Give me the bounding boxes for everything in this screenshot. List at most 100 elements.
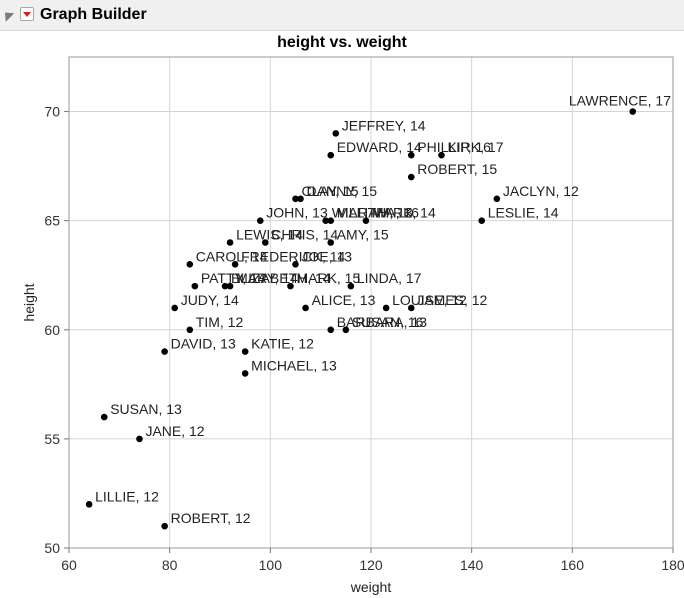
point-label: EDWARD, 14 [337, 139, 422, 155]
x-tick-label: 120 [359, 557, 383, 573]
data-point[interactable] [292, 261, 299, 268]
point-label: PHILLIP, 16 [417, 139, 491, 155]
point-label: MARY, 14 [236, 270, 298, 286]
data-point[interactable] [438, 151, 445, 159]
red-triangle-menu-icon [23, 12, 31, 17]
point-label: JEFFREY, 14 [342, 117, 426, 133]
data-point[interactable] [297, 195, 304, 203]
point-label: FREDERICK, 14 [241, 248, 345, 264]
x-axis-title: weight [350, 579, 392, 595]
data-point[interactable] [407, 173, 415, 181]
point-label: CHRIS, 14 [271, 226, 338, 242]
point-label: AMY, 15 [337, 226, 389, 242]
point-label: JOHN, 13 [266, 205, 328, 221]
point-label: KIRK, 17 [447, 139, 503, 155]
point-label: ALICE, 13 [312, 292, 376, 308]
window-title: Graph Builder [40, 6, 147, 23]
data-point[interactable] [478, 217, 486, 224]
data-point[interactable] [292, 195, 299, 203]
x-tick-label: 180 [661, 557, 684, 573]
data-point[interactable] [100, 413, 108, 421]
point-label: MICHAEL, 13 [251, 357, 337, 373]
y-tick-label: 65 [44, 213, 60, 229]
data-point[interactable] [332, 130, 340, 137]
point-label: JACLYN, 12 [503, 183, 579, 199]
data-point[interactable] [186, 326, 194, 334]
data-point[interactable] [347, 282, 355, 290]
data-point[interactable] [171, 304, 178, 312]
point-label: ELIZABETH, 14 [231, 270, 331, 286]
point-label: MARTHA, 16 [337, 205, 419, 221]
data-point[interactable] [493, 195, 501, 203]
point-label: JAMES, 12 [417, 292, 487, 308]
point-label: JANE, 12 [145, 423, 204, 439]
data-point[interactable] [327, 326, 335, 334]
data-points: LAWRENCE, 17 JEFFREY, 14 EDWARD, 14PHILLIP… [85, 93, 671, 530]
data-point[interactable] [362, 217, 370, 224]
point-label: DANNY, 15 [307, 183, 378, 199]
x-tick-label: 140 [460, 557, 484, 573]
y-tick-label: 70 [44, 104, 60, 120]
point-label: LOUISE, 12 [392, 292, 467, 308]
data-point[interactable] [85, 501, 93, 508]
data-point[interactable] [256, 217, 264, 224]
data-point[interactable] [221, 282, 229, 290]
data-point[interactable] [226, 239, 234, 246]
data-point[interactable] [226, 282, 234, 290]
y-axis-title: height [21, 283, 37, 321]
point-label: LESLIE, 14 [488, 205, 559, 221]
data-point[interactable] [407, 151, 415, 159]
data-point[interactable] [327, 239, 335, 246]
y-tick-label: 55 [44, 431, 60, 447]
point-label: MARK, 14 [372, 205, 436, 221]
point-label: JUDY, 14 [181, 292, 239, 308]
data-point[interactable] [302, 304, 309, 312]
red-triangle-menu-button[interactable] [20, 7, 34, 21]
point-label: DAVID, 13 [171, 336, 236, 352]
data-point[interactable] [407, 304, 415, 312]
data-point[interactable] [191, 282, 199, 290]
data-point[interactable] [382, 304, 390, 312]
data-point[interactable] [161, 348, 168, 355]
axis-ticks: 50 55 60 65 70 60 80 100 120 140 160 180 [44, 104, 684, 573]
data-point[interactable] [186, 261, 194, 268]
data-point[interactable] [322, 217, 330, 224]
data-point[interactable] [136, 435, 143, 443]
point-label: MARK, 15 [296, 270, 360, 286]
point-label: KATIE, 12 [251, 336, 314, 352]
data-point[interactable] [241, 370, 249, 377]
data-point[interactable] [327, 151, 335, 159]
point-label: LAWRENCE, 17 [569, 93, 671, 109]
point-label: WILLIAM, 13 [332, 205, 413, 221]
data-point[interactable] [342, 326, 350, 334]
point-label: BARBARA, 13 [337, 314, 427, 330]
point-label: TIM, 12 [196, 314, 244, 330]
x-tick-label: 60 [61, 557, 77, 573]
data-point[interactable] [629, 108, 637, 115]
point-label: CAROL, 14 [196, 248, 268, 264]
title-bar: Graph Builder [0, 0, 684, 31]
point-label: SUSAN, 13 [110, 401, 182, 417]
data-point[interactable] [231, 261, 239, 268]
point-label: JOE, 13 [302, 248, 353, 264]
x-tick-label: 100 [259, 557, 283, 573]
data-point[interactable] [287, 282, 294, 290]
y-tick-label: 60 [44, 322, 60, 338]
data-point[interactable] [262, 239, 269, 246]
y-tick-label: 50 [44, 540, 60, 556]
point-label: CLAY, 15 [302, 183, 359, 199]
point-label: SUSAN, 16 [352, 314, 424, 330]
point-label: LINDA, 17 [357, 270, 422, 286]
point-label: LEWIS, 14 [236, 226, 303, 242]
data-point[interactable] [241, 348, 249, 355]
data-point[interactable] [161, 522, 168, 530]
point-label: PATTY, 14 [201, 270, 266, 286]
point-label: ROBERT, 12 [171, 510, 251, 526]
x-tick-label: 80 [162, 557, 178, 573]
point-label: ROBERT, 15 [417, 161, 497, 177]
x-tick-label: 160 [561, 557, 585, 573]
chart-title: height vs. weight [277, 34, 407, 51]
point-label: LILLIE, 12 [95, 488, 159, 504]
data-point[interactable] [327, 217, 335, 224]
